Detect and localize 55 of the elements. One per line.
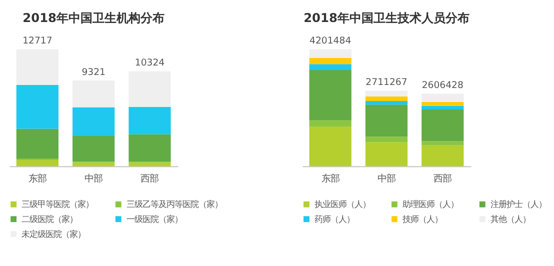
bar [72,162,115,166]
legend-label: 技师（人） [401,214,442,224]
bar [365,136,408,142]
bar [422,102,464,106]
bar [422,145,464,166]
bar [365,96,408,101]
legend-label: 助理医师（人） [402,199,458,210]
bar [16,128,58,159]
annotation: 12717 [22,36,52,47]
bar [72,80,115,108]
annotation: 9321 [82,66,106,78]
bar [309,70,352,120]
annotation: 2711267 [366,77,408,88]
bar [16,49,58,85]
bar [72,107,115,136]
bar [309,49,352,58]
bar [309,126,352,166]
bar [422,110,464,142]
bar [365,142,408,166]
x-tick-label: 东部 [28,174,46,185]
annotation: 2606428 [422,80,464,92]
bar [365,90,408,97]
annotation: 10324 [134,58,165,69]
legend-label: 其他（人） [490,214,530,224]
bar [16,160,58,166]
bar [422,94,464,102]
bar [365,100,408,105]
x-tick-label: 西部 [140,174,159,185]
legend-label: 二级医院（家） [22,214,78,224]
bar [309,64,352,70]
x-tick-label: 东部 [321,174,340,185]
chart-title: 2018年中国卫生机构分布 [22,11,165,26]
bar [72,136,115,162]
bar [128,106,171,134]
bar [365,104,408,137]
bar [309,58,352,64]
bar [128,134,171,162]
legend-label: 三级乙等及丙等医院（家） [126,199,222,210]
x-tick-label: 中部 [84,174,103,185]
legend-label: 三级甲等医院（家） [22,199,94,210]
annotation: 4201484 [310,36,352,47]
bar [422,106,464,110]
bar [128,71,171,107]
legend-label: 药师（人） [314,214,354,224]
legend-label: 未定级医院（家） [22,228,86,239]
x-tick-label: 西部 [434,174,452,185]
bar [309,120,352,127]
legend-label: 执业医师（人） [314,199,370,210]
bar [128,162,171,166]
legend-label: 一级医院（家） [126,214,182,224]
chart-title: 2018年中国卫生技术人员分布 [304,11,470,26]
legend-label: 注册护士（人） [490,199,546,210]
bar [16,84,58,129]
bar [422,141,464,146]
x-tick-label: 中部 [377,174,396,185]
